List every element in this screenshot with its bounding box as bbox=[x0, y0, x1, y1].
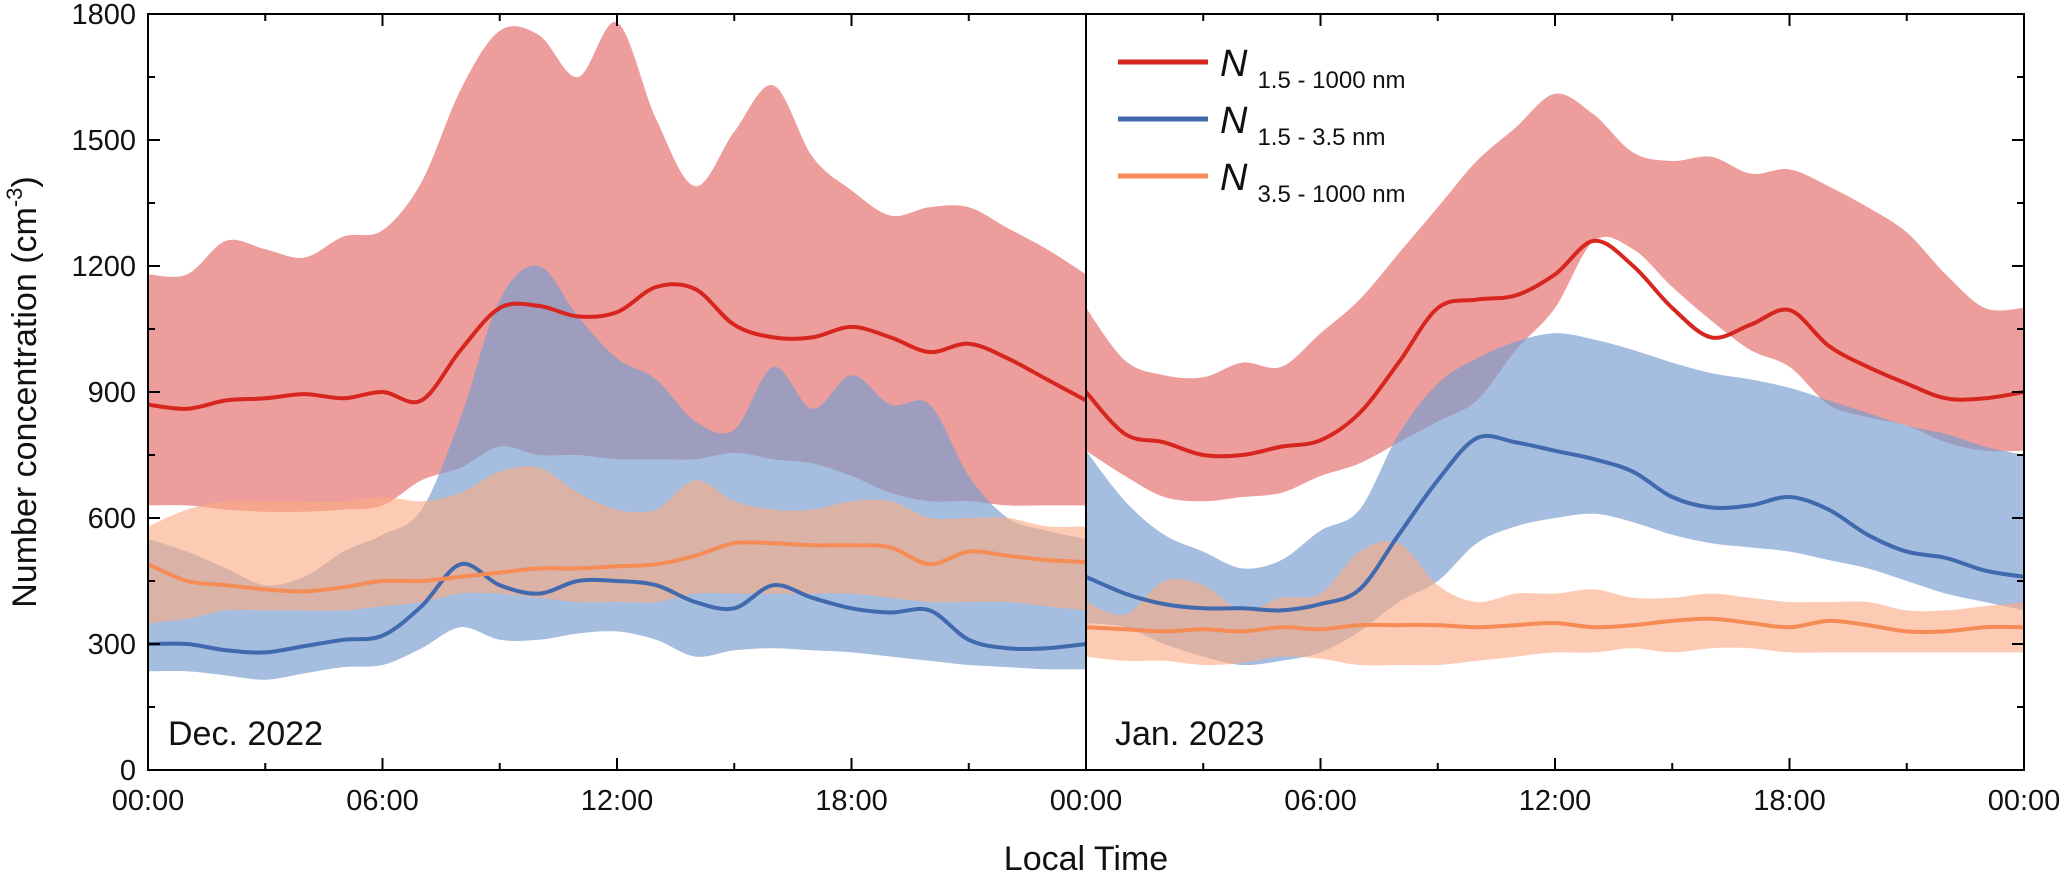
y-tick-label: 600 bbox=[88, 503, 136, 535]
y-axis-title-text: Number concentration (cm bbox=[6, 207, 44, 608]
line-n_total-panel-1 bbox=[148, 282, 1086, 411]
y-tick-label: 300 bbox=[88, 629, 136, 661]
line-n_large-panel-1 bbox=[148, 540, 1086, 594]
x-tick-label: 00:00 bbox=[1050, 785, 1123, 817]
x-tick-label: 06:00 bbox=[1284, 785, 1357, 817]
legend-label-n_small: N 1.5 - 3.5 nm bbox=[1220, 100, 1386, 151]
panel-2-plot bbox=[1086, 93, 2024, 666]
y-axis-title: Number concentration (cm-3) bbox=[2, 176, 44, 608]
panel-1-plot bbox=[148, 21, 1086, 680]
y-axis-title-close: ) bbox=[6, 176, 44, 187]
line-n_total-panel-2 bbox=[1086, 238, 2024, 459]
panel-label-jan: Jan. 2023 bbox=[1115, 715, 1264, 753]
line-n_small-panel-2 bbox=[1086, 433, 2024, 613]
line-n_large-panel-2 bbox=[1086, 616, 2024, 635]
y-tick-label: 900 bbox=[88, 377, 136, 409]
plot-area bbox=[148, 21, 2024, 680]
legend: N 1.5 - 1000 nm N 1.5 - 3.5 nm N 3.5 - 1000 n… bbox=[1118, 43, 1406, 208]
band-n_small-panel-2 bbox=[1086, 333, 2024, 666]
x-axis-title: Local Time bbox=[1004, 840, 1168, 875]
panel-label-dec: Dec. 2022 bbox=[168, 715, 323, 753]
y-tick-label: 1200 bbox=[71, 251, 136, 283]
band-n_large-panel-1 bbox=[148, 466, 1086, 623]
x-tick-label: 12:00 bbox=[581, 785, 654, 817]
band-n_large-panel-2 bbox=[1086, 540, 2024, 666]
y-tick-label: 1500 bbox=[71, 125, 136, 157]
svg-text:Number concentration (cm-3): Number concentration (cm-3) bbox=[2, 176, 44, 608]
x-tick-label: 18:00 bbox=[1753, 785, 1826, 817]
axes: 0 300 600 900 1200 1500 1800 00:00 06:00 12:00 18:… bbox=[71, 0, 2060, 817]
x-tick-label: 18:00 bbox=[815, 785, 888, 817]
y-tick-label: 1800 bbox=[71, 0, 136, 31]
x-tick-label: 00:00 bbox=[112, 785, 185, 817]
y-tick-label: 0 bbox=[120, 755, 136, 787]
legend-label-n_total: N 1.5 - 1000 nm bbox=[1220, 43, 1406, 94]
line-n_small-panel-1 bbox=[148, 561, 1086, 655]
band-n_total-panel-2 bbox=[1086, 93, 2024, 502]
x-tick-label: 00:00 bbox=[1988, 785, 2061, 817]
x-tick-label: 06:00 bbox=[346, 785, 419, 817]
legend-label-n_large: N 3.5 - 1000 nm bbox=[1220, 157, 1406, 208]
y-axis-title-unit-exponent: -3 bbox=[2, 188, 27, 208]
x-tick-label: 12:00 bbox=[1519, 785, 1592, 817]
